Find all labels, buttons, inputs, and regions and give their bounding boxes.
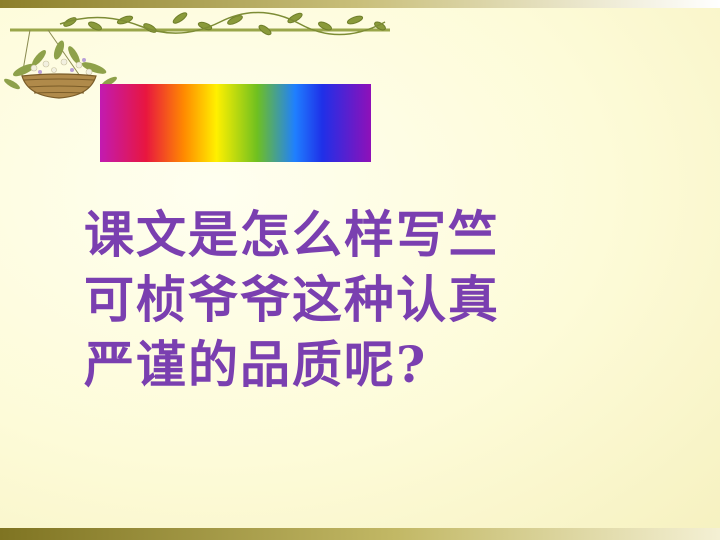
vine-border-icon bbox=[10, 11, 390, 77]
top-border bbox=[0, 0, 720, 8]
question-line-3: 严谨的品质呢? bbox=[84, 335, 428, 394]
question-line-2: 可桢爷爷这种认真 bbox=[84, 270, 500, 329]
hanging-flower-basket-icon bbox=[4, 40, 117, 99]
rainbow-spectrum-bar bbox=[100, 84, 371, 162]
bottom-border bbox=[0, 528, 720, 540]
question-text: 课文是怎么样写竺 可桢爷爷这种认真 严谨的品质呢? bbox=[84, 202, 584, 397]
question-line-1: 课文是怎么样写竺 bbox=[84, 205, 500, 264]
